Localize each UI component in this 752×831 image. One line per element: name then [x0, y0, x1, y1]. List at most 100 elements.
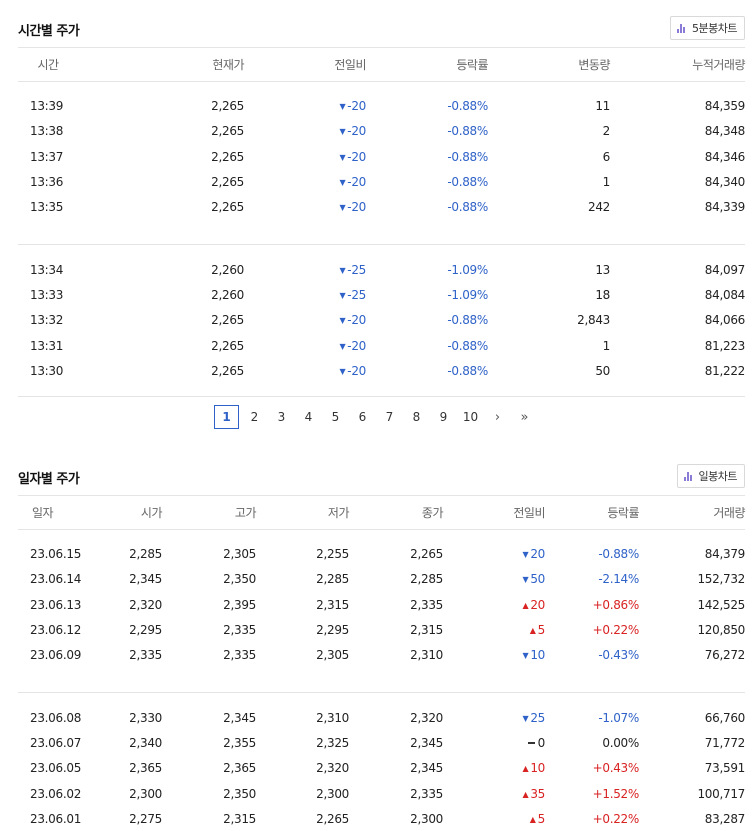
date-cell: 23.06.12 — [30, 623, 82, 638]
triangle-down-icon: ▼ — [339, 127, 346, 137]
close-cell: 2,335 — [410, 597, 443, 612]
page-4-link[interactable]: 4 — [304, 410, 313, 424]
table-row: 23.06.07 2,340 2,355 2,325 2,345 0 0.00% 71,772 — [18, 730, 745, 755]
rate-cell: -1.09% — [447, 287, 488, 302]
page-9-link[interactable]: 9 — [439, 410, 448, 424]
change-value: -20 — [347, 99, 366, 114]
table-row: 23.06.05 2,365 2,365 2,320 2,345 ▲ 10 +0.43% 73,… — [18, 756, 745, 781]
volume-cell: 83,287 — [704, 811, 746, 826]
close-cell: 2,300 — [410, 811, 443, 826]
open-cell: 2,345 — [129, 572, 162, 587]
open-cell: 2,285 — [129, 547, 162, 562]
high-cell: 2,335 — [223, 623, 256, 638]
page-5-link[interactable]: 5 — [331, 410, 340, 424]
close-cell: 2,315 — [410, 623, 443, 638]
header-price: 현재가 — [118, 47, 245, 82]
last-page-icon[interactable]: » — [520, 409, 529, 425]
rate-cell: +0.43% — [592, 761, 640, 776]
table-row: 23.06.02 2,300 2,350 2,300 2,335 ▲ 35 +1.52% 100… — [18, 781, 745, 806]
triangle-down-icon: ▼ — [339, 152, 346, 162]
header-time: 시간 — [18, 47, 118, 82]
change-cell: ▲ 20 — [443, 592, 545, 617]
page-8-link[interactable]: 8 — [412, 410, 421, 424]
page-7-link[interactable]: 7 — [385, 410, 394, 424]
daily-chart-button[interactable]: 일봉차트 — [676, 464, 745, 488]
table-row: 13:37 2,265 ▼ -20 -0.88% 6 84,346 — [18, 144, 745, 169]
time-cell: 13:33 — [30, 287, 64, 302]
close-cell: 2,345 — [410, 761, 443, 776]
triangle-up-icon: ▲ — [529, 814, 536, 824]
triangle-down-icon: ▼ — [522, 575, 529, 585]
triangle-down-icon: ▼ — [339, 341, 346, 351]
change-cell: ▼ 10 — [443, 643, 545, 668]
change-value: -25 — [347, 287, 366, 302]
header-close: 종가 — [349, 495, 444, 530]
change-value: -20 — [347, 124, 366, 139]
change-cell: 0 — [443, 730, 545, 755]
change-cell: ▲ 5 — [443, 806, 546, 831]
header-high: 고가 — [162, 495, 257, 530]
date-cell: 23.06.09 — [30, 648, 82, 663]
volume-cell: 242 — [587, 200, 610, 215]
low-cell: 2,310 — [316, 710, 349, 725]
daily-section-title: 일자별 주가 — [18, 472, 80, 487]
price-cell: 2,265 — [211, 363, 244, 378]
cumulative-volume-cell: 84,084 — [704, 287, 746, 302]
change-value: -20 — [347, 338, 366, 353]
change-cell: ▼ -20 — [244, 119, 366, 144]
pagination: 1 2 3 4 5 6 7 8 9 10 › » — [0, 404, 752, 430]
high-cell: 2,355 — [223, 735, 256, 750]
row-spacer-cell — [18, 383, 745, 397]
close-cell: 2,320 — [410, 710, 443, 725]
daily-price-section: 일자별 주가 일봉차트 일자 시가 고가 저가 종가 전일비 등락률 거래량 2… — [18, 462, 746, 831]
triangle-up-icon: ▲ — [522, 764, 529, 774]
change-cell: ▼ -20 — [244, 94, 366, 119]
row-spacer-cell — [18, 219, 745, 246]
rate-cell: -0.88% — [447, 175, 488, 190]
open-cell: 2,300 — [129, 786, 162, 801]
page-2-link[interactable]: 2 — [250, 410, 259, 424]
price-cell: 2,260 — [211, 287, 244, 302]
five-minute-chart-button[interactable]: 5분봉차트 — [670, 16, 745, 40]
rate-cell: -0.88% — [447, 99, 488, 114]
page-1-link[interactable]: 1 — [214, 405, 239, 429]
volume-cell: 1 — [602, 175, 611, 190]
rate-cell: -0.88% — [447, 124, 488, 139]
change-cell: ▼ -20 — [244, 358, 366, 383]
row-spacer-cell — [18, 667, 745, 694]
price-cell: 2,265 — [211, 200, 244, 215]
change-value: 20 — [530, 547, 545, 562]
date-cell: 23.06.13 — [30, 597, 82, 612]
high-cell: 2,365 — [223, 761, 256, 776]
row-spacer — [18, 693, 745, 705]
header-cumulative-volume: 누적거래량 — [610, 47, 746, 82]
volume-cell: 142,525 — [697, 597, 745, 612]
daily-chart-label: 일봉차트 — [698, 470, 738, 483]
low-cell: 2,320 — [316, 761, 349, 776]
change-cell: ▼ 50 — [443, 567, 545, 592]
row-spacer-cell — [18, 693, 745, 705]
daily-price-table: 일자 시가 고가 저가 종가 전일비 등락률 거래량 23.06.15 2,285… — [18, 495, 746, 831]
rate-cell: -0.43% — [598, 648, 639, 663]
open-cell: 2,340 — [129, 735, 162, 750]
date-cell: 23.06.15 — [30, 547, 82, 562]
low-cell: 2,255 — [316, 547, 349, 562]
low-cell: 2,295 — [316, 623, 349, 638]
change-value: -20 — [347, 313, 366, 328]
rate-cell: 0.00% — [602, 735, 639, 750]
rate-cell: +1.52% — [592, 786, 640, 801]
page-3-link[interactable]: 3 — [277, 410, 286, 424]
change-value: 10 — [530, 761, 545, 776]
page-10-link[interactable]: 10 — [462, 410, 479, 424]
change-cell: ▼ -25 — [244, 257, 366, 282]
cumulative-volume-cell: 84,097 — [704, 262, 746, 277]
page-6-link[interactable]: 6 — [358, 410, 367, 424]
rate-cell: -1.09% — [447, 262, 488, 277]
triangle-down-icon: ▼ — [522, 713, 529, 723]
date-cell: 23.06.07 — [30, 735, 82, 750]
cumulative-volume-cell: 84,339 — [704, 200, 746, 215]
time-cell: 13:38 — [30, 124, 64, 139]
rate-cell: +0.22% — [592, 623, 640, 638]
change-cell: ▼ -25 — [244, 282, 366, 307]
next-page-icon[interactable]: › — [494, 409, 501, 425]
